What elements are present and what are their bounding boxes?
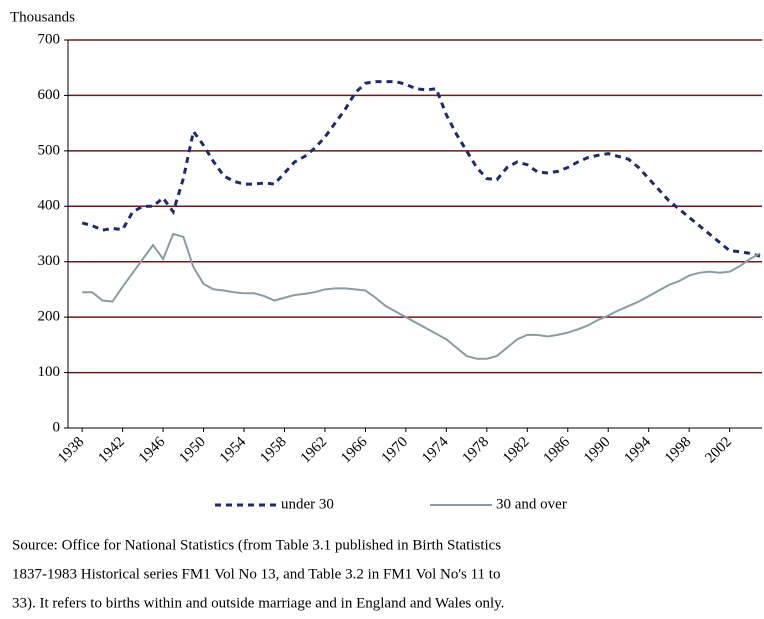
x-tick-label: 1946 (136, 434, 169, 467)
legend-label: under 30 (281, 496, 334, 512)
x-tick-label: 1958 (257, 434, 290, 467)
x-tick-label: 1954 (217, 434, 250, 467)
series-line (81, 80, 761, 258)
x-tick-label: 1998 (662, 434, 695, 467)
source-note: 1837-1983 Historical series FM1 Vol No 1… (12, 566, 500, 582)
legend-label: 30 and over (496, 496, 567, 512)
y-tick-label: 600 (38, 87, 61, 103)
series-line (82, 232, 761, 360)
x-tick-label: 1978 (460, 434, 493, 467)
x-tick-label: 1950 (176, 434, 209, 467)
source-note: 33). It refers to births within and outs… (12, 595, 504, 611)
y-tick-label: 400 (38, 198, 61, 214)
y-tick-label: 0 (53, 419, 61, 435)
x-tick-label: 1966 (338, 434, 371, 467)
y-tick-label: 500 (38, 142, 61, 158)
x-tick-label: 1986 (540, 434, 573, 467)
x-tick-label: 1974 (419, 434, 452, 467)
y-tick-label: 100 (38, 364, 61, 380)
y-tick-label: 300 (38, 253, 61, 269)
x-tick-label: 1982 (500, 434, 533, 467)
x-tick-label: 1962 (298, 434, 331, 467)
x-tick-label: 1938 (55, 434, 88, 467)
y-tick-label: 200 (38, 309, 61, 325)
x-tick-label: 1942 (95, 434, 128, 467)
x-tick-label: 1990 (581, 434, 614, 467)
source-note: Source: Office for National Statistics (… (12, 537, 501, 553)
y-tick-label: 700 (38, 31, 61, 47)
x-tick-label: 2002 (702, 434, 735, 467)
y-axis-label: Thousands (10, 9, 75, 25)
x-tick-label: 1994 (621, 434, 654, 467)
x-tick-label: 1970 (379, 434, 412, 467)
